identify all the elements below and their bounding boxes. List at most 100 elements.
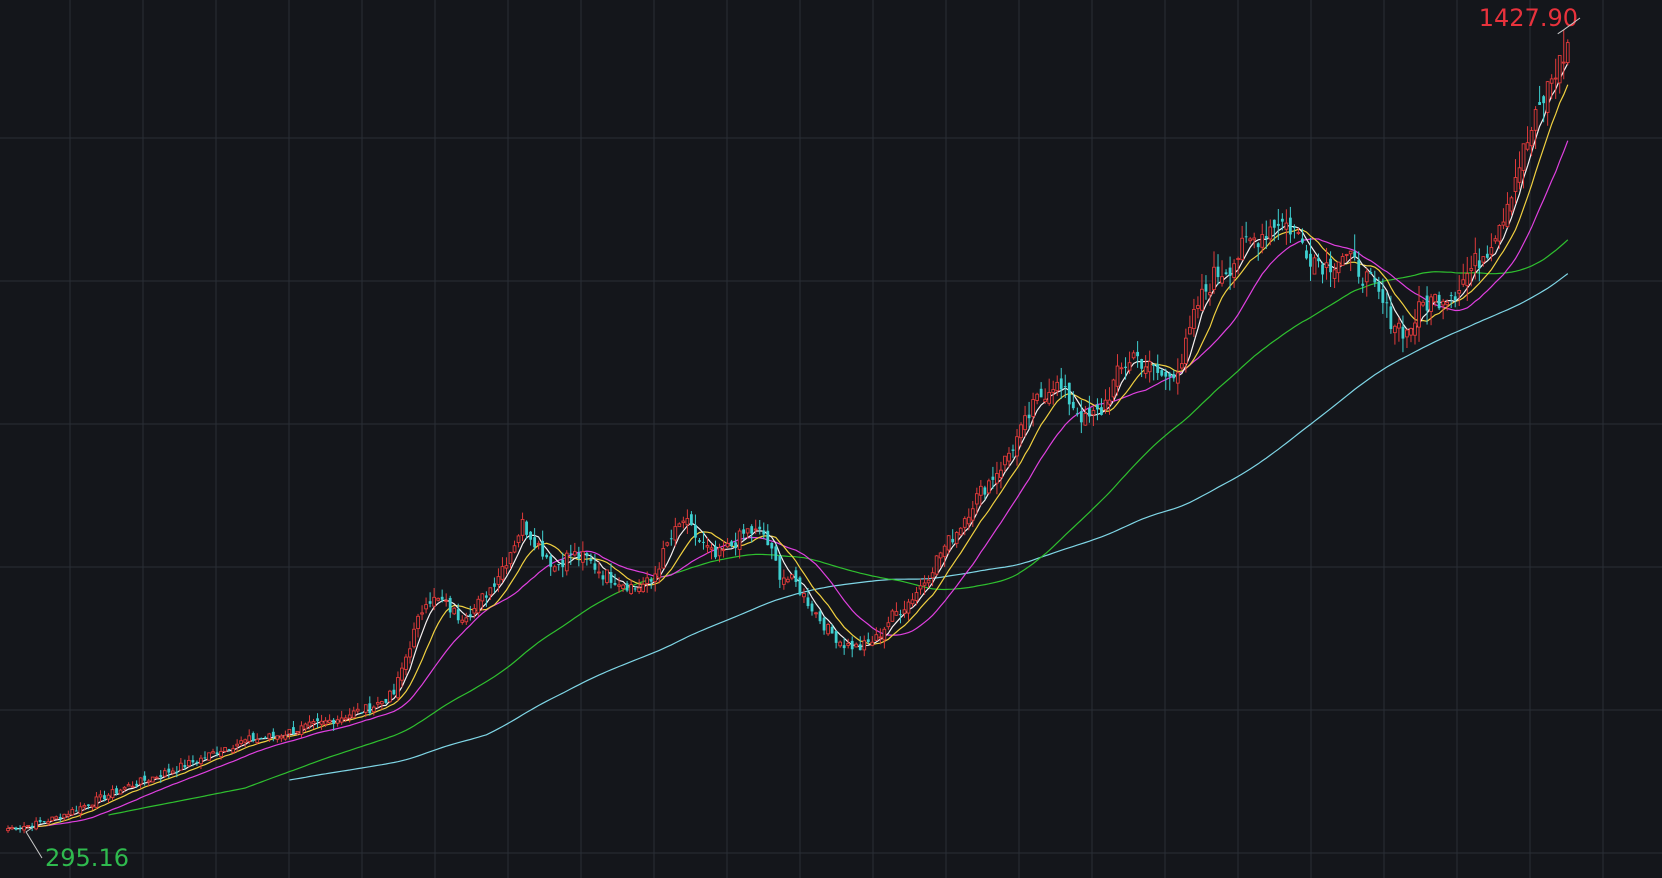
candle-body-up [1364, 271, 1369, 283]
candle-body-up [46, 821, 51, 824]
candle-body-down [38, 820, 42, 822]
candle-body-up [1055, 381, 1060, 392]
candle-body-down [42, 821, 46, 823]
candle-body-up [1509, 197, 1514, 212]
candle-body-down [734, 542, 738, 549]
candle-body-up [846, 642, 851, 646]
candle-body-down [1256, 243, 1260, 248]
candle-body-up [782, 577, 786, 585]
candle-body-down [175, 771, 179, 773]
candle-body-down [1164, 371, 1168, 377]
candle-body-down [593, 563, 597, 570]
candle-body-up [958, 527, 963, 536]
candle-body-up [1296, 231, 1301, 234]
candle-body-up [303, 723, 308, 730]
candle-body-down [1071, 401, 1075, 409]
candle-body-down [1264, 236, 1268, 239]
candle-body-down [601, 575, 605, 580]
candle-body-down [609, 572, 613, 583]
candle-body-down [368, 703, 372, 713]
candle-body-down [1389, 306, 1393, 330]
candle-body-up [339, 717, 344, 723]
candle-body-up [1549, 78, 1554, 84]
candle-body-up [1111, 379, 1116, 398]
candle-body-up [946, 535, 951, 551]
candle-body-up [10, 827, 14, 830]
candle-body-up [122, 786, 127, 790]
candle-body-up [1417, 301, 1421, 328]
candle-body-up [1525, 142, 1530, 150]
candle-body-up [199, 757, 203, 765]
candle-body-up [1469, 267, 1474, 271]
candle-body-down [1477, 260, 1481, 269]
candle-body-up [400, 667, 404, 681]
candle-body-down [1288, 217, 1292, 235]
candle-body-down [798, 577, 802, 595]
candle-body-down [561, 559, 565, 568]
candle-body-down [1425, 295, 1429, 311]
candle-body-down [428, 601, 432, 604]
candle-body-up [1103, 399, 1108, 410]
candle-body-down [18, 828, 22, 830]
candle-body-down [195, 761, 199, 763]
candle-body-down [794, 570, 798, 582]
candle-body-down [1377, 281, 1381, 292]
candle-body-down [1329, 258, 1332, 273]
candle-body-up [605, 569, 609, 583]
candle-body-up [970, 508, 975, 521]
candle-body-up [504, 565, 509, 569]
candle-body-down [702, 541, 705, 543]
candle-body-up [1513, 177, 1518, 192]
candle-body-down [899, 614, 902, 616]
candle-body-up [1501, 221, 1506, 226]
candle-body-down [625, 583, 629, 591]
candle-body-down [271, 731, 275, 737]
candle-body-up [597, 571, 601, 574]
candle-body-down [183, 765, 187, 768]
candle-body-up [287, 728, 292, 735]
candle-body-down [589, 558, 593, 561]
candle-body-up [78, 806, 83, 815]
candle-body-up [1340, 256, 1345, 266]
candle-body-up [380, 701, 384, 705]
candle-body-down [991, 476, 995, 480]
candle-body-up [874, 634, 879, 641]
candle-body-down [167, 768, 171, 773]
candle-body-down [1152, 364, 1156, 366]
candle-body-up [721, 549, 726, 552]
candle-body-up [323, 720, 328, 725]
candle-body-down [1136, 351, 1140, 357]
candle-body-up [335, 719, 340, 724]
candle-body-down [1063, 386, 1067, 388]
candle-body-up [681, 520, 686, 523]
candle-body-up [239, 740, 244, 744]
candle-body-up [26, 824, 30, 827]
candle-body-up [520, 519, 525, 536]
candle-body-up [371, 706, 376, 713]
candle-body-down [14, 827, 18, 830]
candle-body-down [332, 719, 336, 724]
candle-body-down [533, 537, 537, 548]
candle-body-down [1272, 219, 1276, 228]
high-price-pointer [1557, 17, 1581, 35]
candle-body-up [472, 608, 477, 614]
candle-body-down [143, 775, 147, 781]
candle-body-down [850, 640, 854, 650]
candle-body-up [235, 743, 239, 747]
candle-body-up [1505, 203, 1510, 228]
candle-body-down [541, 540, 545, 557]
candle-body-up [637, 587, 641, 593]
candle-body-up [424, 604, 428, 610]
candle-body-up [516, 535, 521, 544]
candle-body-up [500, 566, 505, 580]
candle-body-down [1301, 238, 1304, 243]
candle-body-up [1565, 42, 1570, 64]
candle-body-up [408, 648, 412, 658]
candle-body-up [878, 636, 883, 639]
candle-body-down [251, 733, 255, 741]
candle-body-down [263, 737, 267, 739]
candle-body-down [830, 626, 834, 634]
candle-body-down [585, 553, 589, 557]
candle-body-down [1059, 378, 1063, 390]
candle-body-down [529, 531, 532, 540]
